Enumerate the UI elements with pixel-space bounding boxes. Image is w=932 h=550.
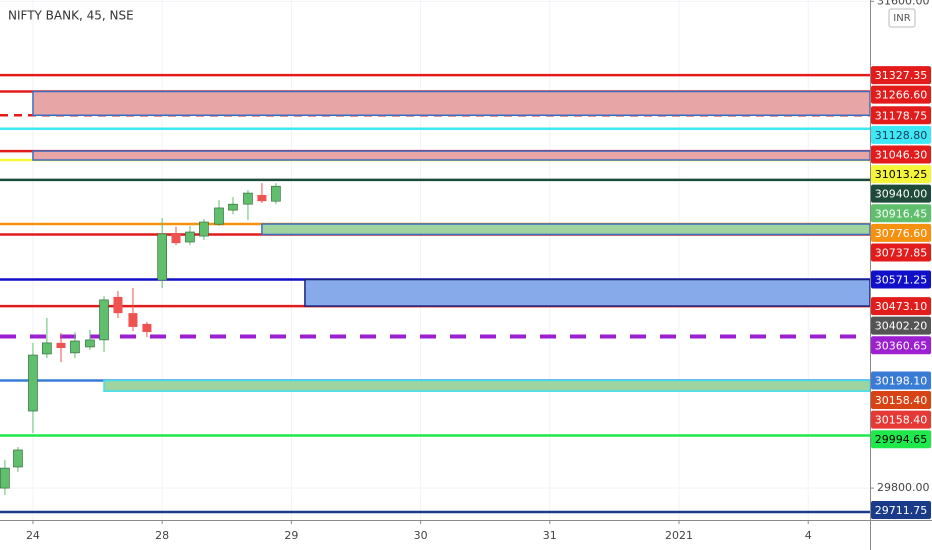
- price-label: 29711.75: [875, 504, 928, 517]
- price-label-bg: [871, 391, 931, 410]
- price-label: 31128.80: [875, 129, 928, 142]
- price-label-bg: [871, 125, 931, 144]
- candle-body: [28, 354, 38, 412]
- price-label-bg: [871, 165, 931, 184]
- price-label: 30737.85: [875, 246, 928, 259]
- x-tick-label: 30: [414, 529, 428, 542]
- price-label: 30158.40: [875, 414, 928, 427]
- currency-box: [888, 8, 916, 28]
- x-tick-label: 31: [543, 529, 557, 542]
- zone: [32, 90, 871, 117]
- candle-body: [214, 207, 224, 225]
- price-label-bg: [871, 145, 931, 164]
- candle-body: [199, 221, 209, 237]
- zone: [103, 379, 871, 392]
- x-tick-label: 4: [805, 529, 812, 542]
- x-tick-label: 28: [155, 529, 169, 542]
- price-label-bg: [871, 270, 931, 289]
- price-label: 31046.30: [875, 148, 928, 161]
- price-label-bg: [871, 371, 931, 390]
- chart-title: NIFTY BANK, 45, NSE: [8, 9, 134, 23]
- x-tick-label: 2021: [665, 529, 693, 542]
- price-label-bg: [871, 223, 931, 242]
- candle-body: [171, 233, 181, 244]
- candle-body: [257, 194, 267, 202]
- price-label: 30571.25: [875, 274, 928, 287]
- price-label: 30776.60: [875, 227, 928, 240]
- zone: [261, 223, 871, 236]
- price-label: 30402.20: [875, 320, 928, 333]
- price-label-bg: [871, 66, 931, 85]
- candle-body: [243, 192, 253, 205]
- candle-body: [113, 296, 123, 314]
- price-label-bg: [871, 297, 931, 316]
- price-label-bg: [871, 336, 931, 355]
- plot-area: [0, 0, 871, 520]
- price-label-bg: [871, 410, 931, 429]
- price-label: 31178.75: [875, 109, 928, 122]
- price-label-bg: [871, 106, 931, 125]
- y-tick-label: 31600.00: [877, 0, 930, 7]
- y-tick-label: 29800.00: [877, 481, 930, 494]
- price-label: 31327.35: [875, 69, 928, 82]
- price-label: 30940.00: [875, 188, 928, 201]
- price-label: 30198.10: [875, 374, 928, 387]
- candle-body: [99, 299, 109, 341]
- price-label-bg: [871, 430, 931, 449]
- price-label: 30473.10: [875, 300, 928, 313]
- price-label-bg: [871, 316, 931, 335]
- price-label: 30158.40: [875, 394, 928, 407]
- candle-body: [85, 339, 95, 348]
- x-tick-label: 24: [26, 529, 40, 542]
- price-label-bg: [871, 204, 931, 223]
- price-label: 29994.65: [875, 433, 928, 446]
- price-label-bg: [871, 85, 931, 104]
- candle-body: [56, 342, 66, 349]
- price-label-bg: [871, 243, 931, 262]
- candle-body: [128, 313, 138, 327]
- candle-body: [271, 185, 281, 202]
- price-label: 31013.25: [875, 168, 928, 181]
- price-label-bg: [871, 184, 931, 203]
- price-label: 30360.65: [875, 339, 928, 352]
- candle-body: [42, 342, 52, 355]
- zone: [32, 150, 871, 161]
- candle-body: [185, 231, 195, 243]
- candle-body: [228, 203, 238, 211]
- x-tick-label: 29: [284, 529, 298, 542]
- currency: INR: [893, 13, 910, 24]
- price-label: 31266.60: [875, 89, 928, 102]
- candle-body: [157, 233, 167, 281]
- price-label-bg: [871, 501, 931, 519]
- candle-body: [13, 449, 23, 468]
- candle-body: [142, 323, 152, 333]
- price-label: 30916.45: [875, 207, 928, 220]
- candle-body: [0, 467, 10, 489]
- zone: [304, 278, 871, 307]
- candle-body: [70, 340, 80, 354]
